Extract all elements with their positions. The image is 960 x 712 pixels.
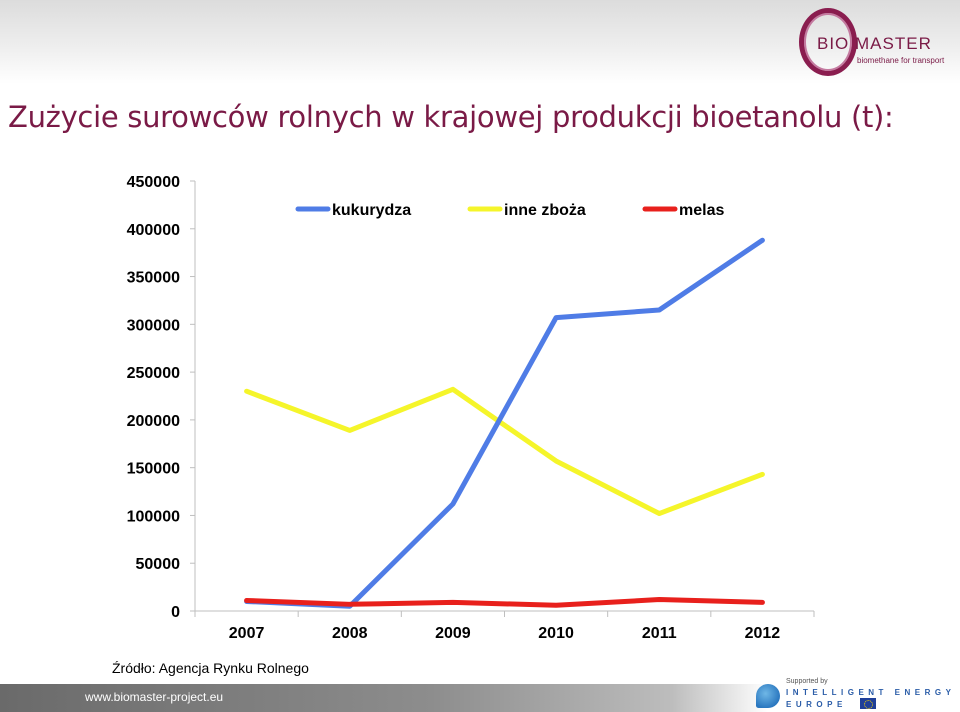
logo-tagline: biomethane for transport xyxy=(857,56,945,65)
footer-band xyxy=(0,684,960,712)
y-tick-label: 150000 xyxy=(127,461,180,478)
eu-flag-icon xyxy=(860,698,876,709)
x-tick-label: 2009 xyxy=(435,625,471,642)
intelligent-energy-logo: Supported by INTELLIGENT ENERGY EUROPE xyxy=(756,678,956,712)
y-tick-label: 50000 xyxy=(136,556,181,573)
y-tick-label: 400000 xyxy=(127,222,180,239)
y-tick-label: 300000 xyxy=(127,317,180,334)
y-tick-label: 100000 xyxy=(127,508,180,525)
legend-label: melas xyxy=(679,202,724,219)
line-chart: 0 50000 100000 150000 200000 250000 300000 3500… xyxy=(127,174,815,642)
logo-ring-icon xyxy=(799,8,857,76)
x-tick-label: 2011 xyxy=(642,625,677,642)
x-tick-label: 2008 xyxy=(332,625,368,642)
supported-by-text: Supported by xyxy=(786,678,828,685)
intelligent-energy-icon xyxy=(756,684,780,708)
x-tick-label: 2012 xyxy=(745,625,781,642)
legend-label: inne zboża xyxy=(504,202,586,219)
program-region: EUROPE xyxy=(786,700,847,709)
y-tick-label: 350000 xyxy=(127,270,180,287)
page-title: Zużycie surowców rolnych w krajowej prod… xyxy=(8,100,894,134)
y-tick-label: 200000 xyxy=(127,413,180,430)
source-note: Źródło: Agencja Rynku Rolnego xyxy=(112,660,309,676)
x-tick-label: 2007 xyxy=(229,625,265,642)
logo-text: BIO MASTER xyxy=(817,34,932,53)
legend-label: kukurydza xyxy=(332,202,411,219)
y-tick-label: 250000 xyxy=(127,365,180,382)
biomaster-logo: BIO MASTER biomethane for transport xyxy=(795,6,945,78)
x-tick-label: 2010 xyxy=(538,625,574,642)
y-tick-label: 0 xyxy=(171,604,180,621)
y-tick-label: 450000 xyxy=(127,174,180,191)
footer-website-link[interactable]: www.biomaster-project.eu xyxy=(85,690,224,704)
series-line-inne-zboża xyxy=(244,386,765,517)
program-name: INTELLIGENT ENERGY xyxy=(786,688,956,697)
series-line-melas xyxy=(244,597,765,608)
